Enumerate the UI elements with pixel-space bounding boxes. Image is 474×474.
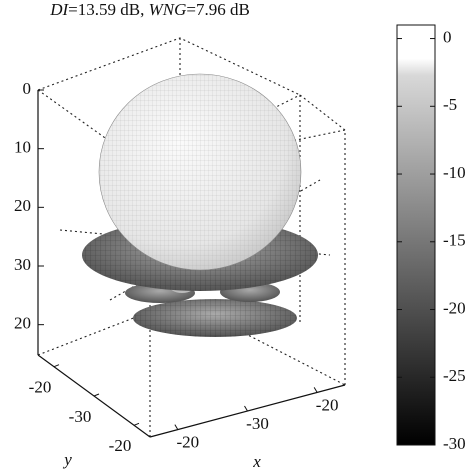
x-tick-label: -20 — [177, 432, 200, 451]
z-tick-label: 30 — [14, 255, 31, 274]
colorbar-tick-label: 0 — [443, 27, 452, 46]
lobe-mesh — [133, 299, 297, 337]
y-tick-label: -20 — [29, 378, 52, 397]
colorbar-tick-label: -20 — [443, 298, 466, 317]
x-tick — [174, 424, 179, 430]
colorbar-tick-label: -30 — [443, 434, 466, 453]
y-tick — [133, 422, 140, 426]
x-tick-label: -30 — [246, 414, 269, 433]
z-tick-label: 20 — [14, 314, 31, 333]
colorbar-tick-label: -15 — [443, 231, 466, 250]
x-axis-label: x — [252, 452, 261, 471]
colorbar-tick-label: -25 — [443, 366, 466, 385]
colorbar — [396, 24, 436, 446]
beam-pattern — [82, 73, 318, 337]
y-tick-label: -20 — [109, 436, 132, 455]
x-tick — [313, 387, 318, 393]
z-tick-label: 20 — [14, 196, 31, 215]
colorbar-tick-label: -5 — [443, 95, 457, 114]
y-axis-label: y — [62, 450, 72, 469]
y-tick — [93, 393, 100, 397]
main-lobe-mesh — [99, 74, 301, 270]
chart-title: DI=13.59 dB, WNG=7.96 dB — [49, 0, 250, 19]
z-tick-label: 10 — [14, 138, 31, 157]
colorbar-tick-label: -10 — [443, 163, 466, 182]
x-tick — [244, 405, 248, 412]
y-tick-label: -30 — [69, 407, 92, 426]
z-tick-label: 0 — [23, 79, 32, 98]
x-tick-label: -20 — [316, 395, 339, 414]
title: DI=13.59 dB, WNG=7.96 dB — [49, 0, 250, 19]
y-tick — [53, 364, 60, 368]
